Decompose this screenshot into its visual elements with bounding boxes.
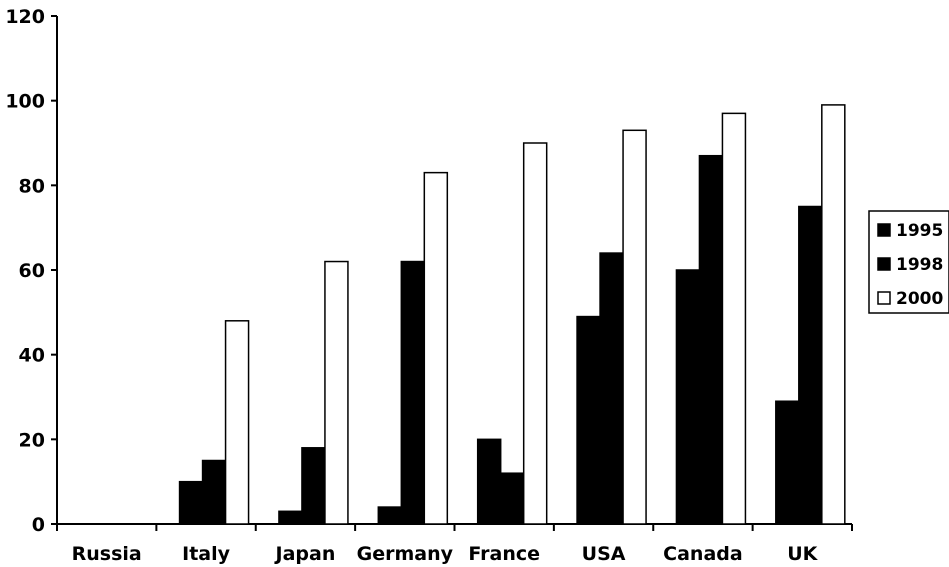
bar-1998-japan [301, 447, 326, 525]
bar-1995-germany [377, 506, 403, 525]
y-tick-label: 0 [32, 514, 45, 536]
bar-2000-uk [821, 104, 846, 525]
legend-swatch-1998 [877, 257, 891, 271]
legend-swatch-1995 [877, 223, 891, 237]
legend-swatch-2000 [877, 291, 891, 305]
bar-1998-usa [599, 252, 624, 525]
legend-label-2000: 2000 [896, 289, 943, 309]
y-axis: 0 20 40 60 80 100 120 [5, 6, 58, 536]
bar-1998-germany [400, 260, 426, 525]
x-tick-label: Japan [274, 543, 336, 565]
x-tick-label: France [468, 543, 540, 565]
x-tick-label: Russia [72, 543, 142, 565]
x-tick-label: UK [787, 543, 818, 565]
bar-2000-italy [224, 320, 250, 525]
bar-1998-italy [201, 459, 227, 525]
bar-2000-france [522, 142, 548, 525]
bar-2000-usa [622, 129, 647, 525]
bar-1998-uk [798, 205, 823, 525]
x-axis: Russia Italy Japan Germany France USA Canada UK [56, 523, 853, 565]
bar-2000-germany [423, 171, 449, 525]
bar-1995-italy [178, 480, 204, 525]
y-tick-label: 100 [5, 91, 45, 113]
bar-1995-japan [278, 510, 303, 525]
legend-label-1995: 1995 [896, 221, 943, 241]
bar-1995-canada [675, 269, 701, 525]
bar-2000-canada [721, 112, 747, 525]
legend: 1995 1998 2000 [868, 210, 949, 314]
bar-1998-canada [698, 154, 724, 525]
bar-2000-japan [324, 260, 349, 525]
bars [178, 104, 846, 525]
x-tick-label: Germany [357, 543, 454, 565]
legend-label-1998: 1998 [896, 255, 943, 275]
y-tick-label: 20 [19, 429, 45, 451]
x-tick-label: Canada [663, 543, 743, 565]
y-tick-label: 120 [5, 6, 45, 28]
bar-1995-uk [775, 400, 800, 525]
y-tick-label: 80 [19, 175, 45, 197]
bar-1995-usa [576, 315, 601, 525]
y-tick-label: 40 [19, 345, 45, 367]
bar-1995-france [476, 438, 502, 525]
x-tick-label: Italy [182, 543, 230, 565]
bar-1998-france [499, 472, 525, 525]
y-tick-label: 60 [19, 260, 45, 282]
x-tick-label: USA [582, 543, 626, 565]
